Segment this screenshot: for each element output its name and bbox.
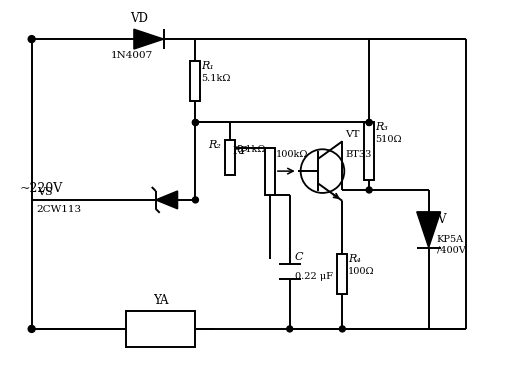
Bar: [265, 148, 274, 195]
Polygon shape: [416, 212, 440, 247]
Circle shape: [366, 119, 371, 125]
Text: 2CW113: 2CW113: [36, 205, 82, 214]
Text: VD: VD: [130, 12, 147, 25]
Text: 100kΩ: 100kΩ: [275, 150, 308, 159]
Circle shape: [28, 36, 35, 42]
Circle shape: [192, 197, 198, 203]
Polygon shape: [156, 191, 177, 209]
Text: V: V: [436, 213, 444, 226]
Text: R₃: R₃: [374, 122, 387, 132]
Text: R₂: R₂: [208, 140, 221, 150]
Text: 0.22 μF: 0.22 μF: [294, 272, 332, 281]
Bar: [337, 254, 346, 294]
Text: C: C: [294, 253, 302, 262]
Text: R₁: R₁: [201, 61, 214, 71]
Text: VS: VS: [36, 187, 52, 197]
Bar: [364, 122, 373, 180]
Text: 510Ω: 510Ω: [374, 135, 401, 144]
Text: 1N4007: 1N4007: [111, 51, 153, 60]
Text: ~220V: ~220V: [20, 182, 63, 195]
Text: 5.1kΩ: 5.1kΩ: [201, 74, 230, 83]
Bar: [225, 140, 235, 175]
Circle shape: [192, 119, 198, 125]
Circle shape: [286, 326, 292, 332]
Text: R₄: R₄: [347, 254, 361, 264]
Circle shape: [28, 326, 35, 333]
Text: KP5A
/400V: KP5A /400V: [436, 235, 465, 254]
Text: 5.1kΩ: 5.1kΩ: [236, 145, 265, 154]
Circle shape: [192, 119, 198, 125]
Text: RP: RP: [232, 146, 247, 156]
Text: 100Ω: 100Ω: [347, 267, 374, 276]
Bar: [190, 61, 200, 101]
Polygon shape: [134, 29, 163, 49]
Circle shape: [339, 326, 344, 332]
Text: VT: VT: [344, 130, 359, 140]
Text: YA: YA: [153, 294, 168, 307]
Bar: [126, 311, 195, 347]
Circle shape: [366, 187, 371, 193]
Text: BT33: BT33: [344, 150, 371, 159]
Circle shape: [366, 119, 371, 125]
